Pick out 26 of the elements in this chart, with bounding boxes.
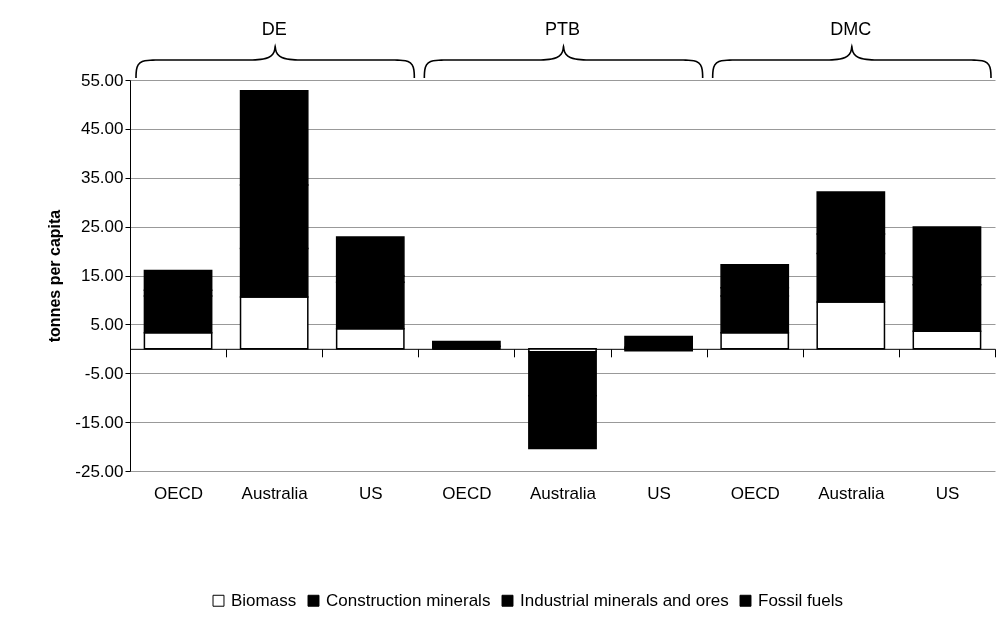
x-tick-label: US [935, 483, 960, 503]
y-tick-label: 25.00 [80, 217, 124, 237]
y-axis-title: tonnes per capita [46, 209, 64, 343]
x-tick-label: Australia [241, 483, 309, 503]
legend-label: Fossil fuels [758, 590, 844, 610]
text: DMC [830, 19, 872, 39]
text: PTB [544, 19, 581, 39]
legend-label: Construction minerals [326, 590, 491, 610]
x-tick-label: OECD [153, 483, 204, 503]
y-tick-label: -15.00 [75, 412, 124, 432]
x-tick-label: US [358, 483, 383, 503]
x-tick-label: OECD [442, 483, 492, 503]
y-tick-label: -5.00 [84, 363, 124, 383]
y-tick-label: 35.00 [80, 168, 124, 188]
y-tick-label: 55.00 [80, 70, 124, 90]
y-tick-label: 15.00 [80, 266, 124, 285]
y-tick-label: 45.00 [80, 119, 124, 139]
y-tick-label: 5.00 [90, 314, 124, 334]
x-tick-label: US [647, 483, 671, 503]
legend-label: Biomass [231, 590, 297, 610]
x-tick-label: OECD [730, 483, 780, 503]
y-tick-label: -25.00 [75, 461, 124, 481]
text: DE [261, 19, 287, 39]
x-tick-label: Australia [529, 483, 597, 503]
x-tick-label: Australia [818, 483, 885, 503]
legend-label: Industrial minerals and ores [520, 590, 729, 610]
